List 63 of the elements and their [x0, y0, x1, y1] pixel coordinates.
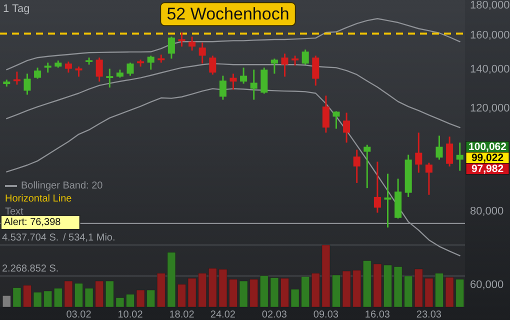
- x-tick-label: 23.03: [416, 310, 442, 320]
- candlestick: [147, 54, 154, 70]
- candlestick: [188, 36, 196, 52]
- candlestick: [322, 94, 330, 134]
- annotation: Horizontal Line: [5, 194, 72, 204]
- x-tick-label: 16.03: [364, 310, 390, 320]
- candlestick: [353, 148, 360, 184]
- y-tick-label: 120,000: [470, 102, 510, 115]
- candlestick: [384, 172, 392, 228]
- candlestick: [270, 58, 278, 74]
- candlestick: [168, 36, 175, 60]
- text: 99,022: [471, 152, 504, 164]
- y2-tick-label: 4.537.704 S.: [2, 232, 59, 244]
- x-tick-label: 10.02: [118, 310, 144, 320]
- candlestick: [343, 112, 350, 144]
- candlestick: [178, 32, 186, 48]
- legend-label: Bollinger Band: 20: [21, 180, 104, 192]
- x-tick-label: 03.02: [66, 310, 92, 320]
- y-tick-label: 80,000: [470, 206, 504, 218]
- candlestick: [106, 68, 114, 88]
- annotation: Text: [5, 206, 24, 218]
- candlestick: [230, 72, 237, 90]
- candlestick: [24, 72, 31, 96]
- y-tick-label: 60,000: [470, 278, 504, 291]
- chart-subtitle: 1 Tag: [3, 3, 30, 15]
- ref-line-label: 52 Wochenhoch: [166, 4, 290, 24]
- y-tick-label: 180,000: [470, 0, 510, 12]
- candlestick: [260, 66, 268, 94]
- y2-tick-label: 2.268.852 S.: [2, 264, 59, 274]
- text: 97,982: [471, 162, 504, 175]
- candlestick: [240, 66, 248, 84]
- x-tick-label: 02.03: [262, 310, 288, 320]
- text: 100,062: [468, 140, 507, 153]
- x-tick-label: 24.02: [210, 310, 236, 320]
- candlestick: [415, 132, 422, 174]
- candlestick: [364, 144, 371, 189]
- candlestick: [292, 54, 299, 66]
- line-series: [6, 18, 460, 70]
- x-tick-label: 18.02: [169, 310, 195, 320]
- candlestick: [446, 136, 454, 168]
- ref-line-label: Alert: 76,398: [4, 216, 62, 228]
- candlestick: [198, 42, 206, 64]
- candlestick: [44, 62, 52, 74]
- candlestick: [75, 66, 82, 78]
- candlestick: [302, 48, 309, 66]
- candlestick: [436, 134, 443, 160]
- candlestick: [64, 60, 72, 74]
- candlestick: [281, 52, 288, 78]
- candlestick: [425, 162, 432, 196]
- candlestick: [332, 110, 340, 130]
- y-tick-label: 140,000: [470, 63, 510, 76]
- y-tick-label: 160,000: [470, 30, 510, 42]
- candlestick: [126, 62, 134, 76]
- candlestick: [456, 142, 464, 172]
- candlestick: [219, 74, 226, 100]
- candlestick: [209, 54, 216, 76]
- candlestick: [96, 56, 103, 82]
- candlestick: [250, 68, 258, 100]
- annotation: / 534,1 Mio.: [63, 232, 116, 244]
- candlestick: [34, 66, 42, 80]
- candlestick: [312, 54, 320, 86]
- x-tick-label: 09.03: [313, 310, 339, 320]
- candlestick: [374, 160, 381, 214]
